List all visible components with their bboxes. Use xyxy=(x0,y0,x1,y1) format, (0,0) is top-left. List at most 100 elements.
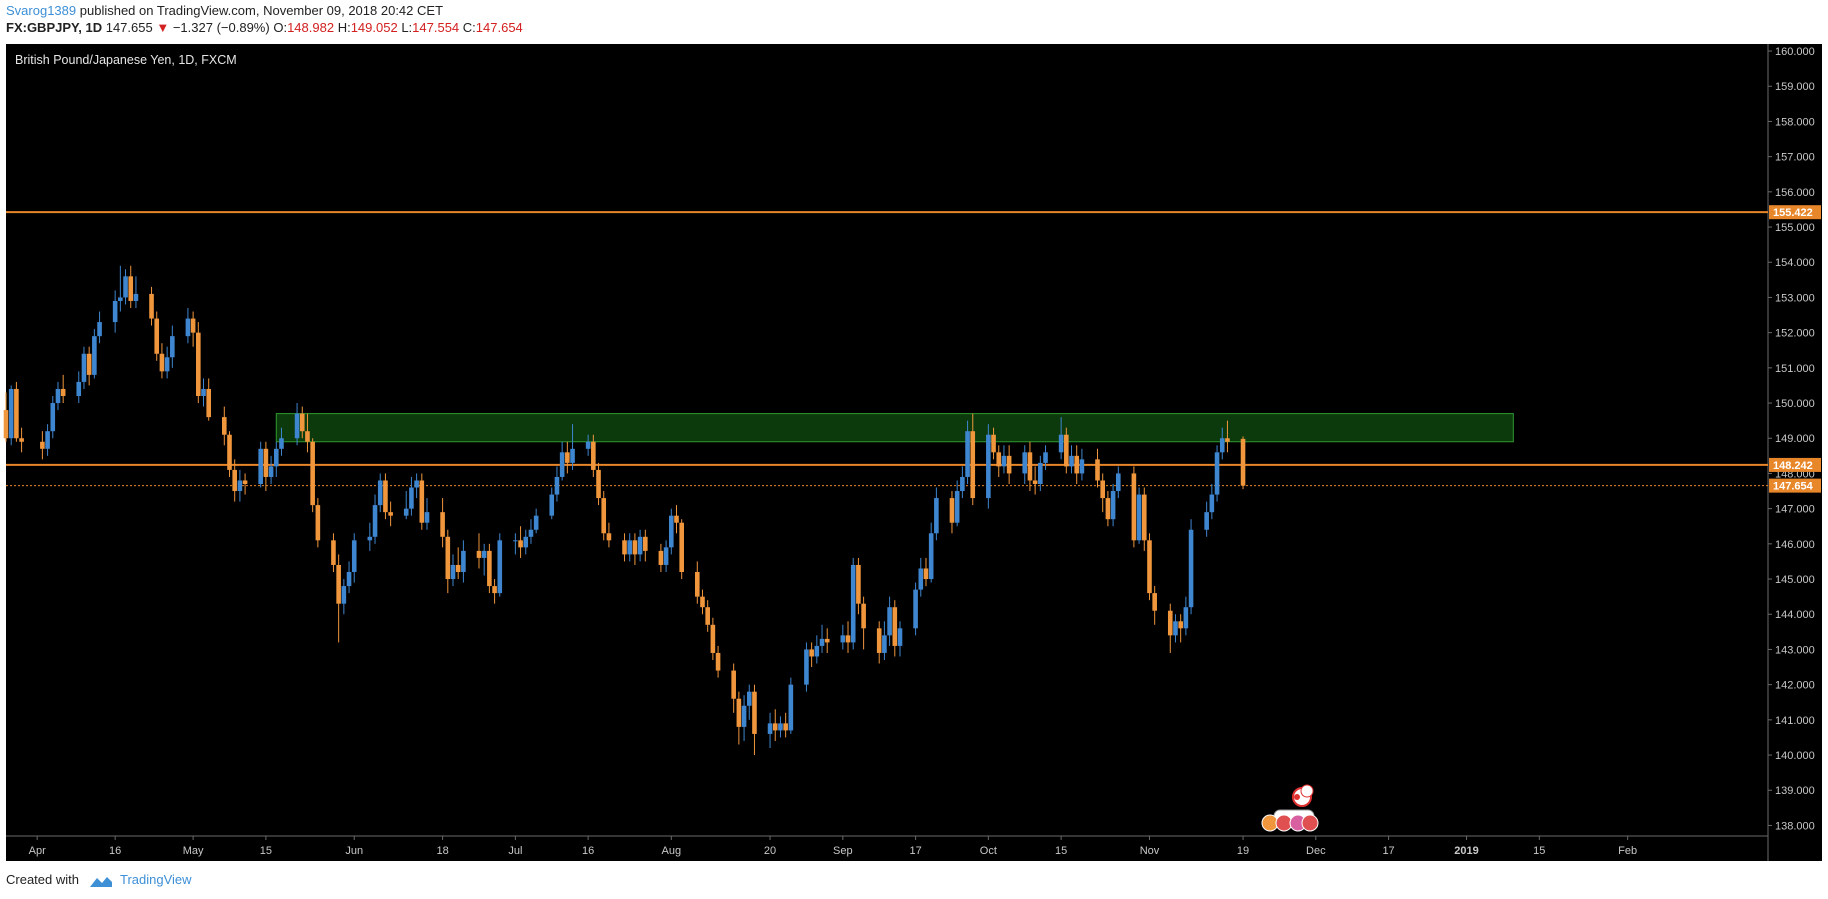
candle[interactable] xyxy=(310,438,315,513)
candle[interactable] xyxy=(50,396,56,439)
candle[interactable] xyxy=(596,462,601,506)
candle[interactable] xyxy=(949,491,955,534)
candle[interactable] xyxy=(788,677,794,734)
candle[interactable] xyxy=(388,501,393,527)
resistance-zone[interactable] xyxy=(275,413,1514,443)
candle[interactable] xyxy=(242,473,248,495)
events-markers[interactable] xyxy=(1261,784,1319,832)
candle[interactable] xyxy=(705,600,710,632)
candle[interactable] xyxy=(1022,445,1028,484)
candle[interactable] xyxy=(305,413,310,453)
candle[interactable] xyxy=(668,508,674,555)
candle[interactable] xyxy=(497,533,503,597)
candle[interactable] xyxy=(746,684,752,720)
candle[interactable] xyxy=(643,529,648,562)
candle[interactable] xyxy=(991,427,996,460)
candle[interactable] xyxy=(1064,427,1069,474)
candle[interactable] xyxy=(196,322,201,404)
candle[interactable] xyxy=(559,441,565,481)
candle[interactable] xyxy=(1100,473,1106,513)
candle[interactable] xyxy=(128,265,134,308)
candle[interactable] xyxy=(118,265,123,312)
candle[interactable] xyxy=(409,476,414,516)
candle[interactable] xyxy=(341,579,347,615)
candle[interactable] xyxy=(1131,466,1137,548)
candle[interactable] xyxy=(1032,466,1038,495)
candle[interactable] xyxy=(40,431,45,460)
candle[interactable] xyxy=(1219,427,1225,460)
candle[interactable] xyxy=(232,459,237,502)
candle[interactable] xyxy=(632,533,638,565)
candle[interactable] xyxy=(918,557,924,597)
candle[interactable] xyxy=(1178,614,1183,643)
candle[interactable] xyxy=(1167,603,1173,653)
candle[interactable] xyxy=(1043,445,1048,470)
candle[interactable] xyxy=(377,473,383,513)
candle[interactable] xyxy=(887,596,892,646)
candle[interactable] xyxy=(715,645,721,678)
candle[interactable] xyxy=(185,308,191,344)
candle[interactable] xyxy=(1173,614,1178,643)
candle[interactable] xyxy=(133,276,139,308)
candle[interactable] xyxy=(299,406,305,439)
candle[interactable] xyxy=(367,522,373,551)
candle[interactable] xyxy=(923,557,929,587)
candle[interactable] xyxy=(170,325,175,368)
candle[interactable] xyxy=(112,290,118,333)
candle[interactable] xyxy=(783,712,788,738)
candle[interactable] xyxy=(970,413,976,506)
candle[interactable] xyxy=(824,628,830,653)
candle[interactable] xyxy=(294,403,300,446)
candle[interactable] xyxy=(637,529,643,562)
candle[interactable] xyxy=(700,589,705,615)
candle[interactable] xyxy=(440,498,445,548)
candle[interactable] xyxy=(19,427,24,453)
candle[interactable] xyxy=(913,582,918,636)
candle[interactable] xyxy=(1095,448,1100,488)
candle[interactable] xyxy=(897,621,903,657)
candle[interactable] xyxy=(960,466,965,499)
candle[interactable] xyxy=(778,716,783,738)
candle[interactable] xyxy=(804,642,809,692)
candle[interactable] xyxy=(591,434,596,477)
candle[interactable] xyxy=(876,621,882,664)
candle[interactable] xyxy=(273,441,279,477)
candle[interactable] xyxy=(663,540,669,572)
candle[interactable] xyxy=(3,392,9,442)
candle[interactable] xyxy=(767,712,773,748)
candle[interactable] xyxy=(856,557,861,615)
candle[interactable] xyxy=(86,346,92,386)
candle[interactable] xyxy=(1069,445,1074,474)
candle[interactable] xyxy=(97,311,102,344)
candle[interactable] xyxy=(336,554,341,643)
candle[interactable] xyxy=(928,522,934,583)
candle[interactable] xyxy=(424,498,430,530)
candle[interactable] xyxy=(8,385,14,446)
candle[interactable] xyxy=(1058,417,1064,460)
candle[interactable] xyxy=(845,621,851,653)
candle[interactable] xyxy=(1188,519,1194,615)
candle[interactable] xyxy=(601,491,607,541)
candle[interactable] xyxy=(809,642,814,668)
candle[interactable] xyxy=(1110,484,1116,527)
candle[interactable] xyxy=(861,596,866,650)
candle[interactable] xyxy=(1006,445,1012,484)
candle[interactable] xyxy=(710,617,716,660)
candle[interactable] xyxy=(954,480,960,527)
candle[interactable] xyxy=(533,508,539,534)
candle[interactable] xyxy=(513,533,518,555)
candle[interactable] xyxy=(1214,445,1220,502)
candle[interactable] xyxy=(819,624,825,653)
candle[interactable] xyxy=(674,505,679,534)
candle[interactable] xyxy=(518,526,523,558)
candle[interactable] xyxy=(1136,487,1142,544)
candle[interactable] xyxy=(92,329,97,379)
candle[interactable] xyxy=(996,445,1002,477)
candle[interactable] xyxy=(934,487,939,541)
candle[interactable] xyxy=(1141,487,1147,551)
candle[interactable] xyxy=(76,371,82,404)
candle[interactable] xyxy=(752,684,757,756)
candle[interactable] xyxy=(1147,533,1152,601)
candle[interactable] xyxy=(414,473,419,499)
